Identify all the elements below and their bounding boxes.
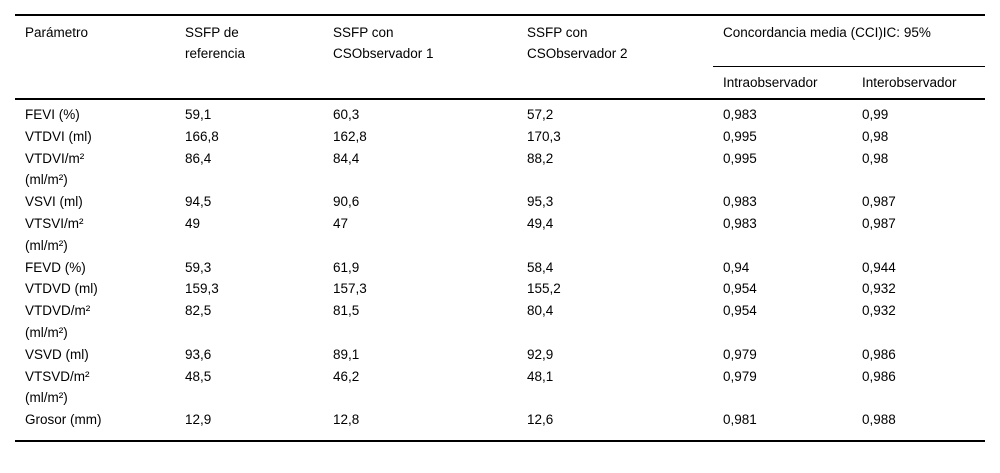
table-cell: 49,4 bbox=[527, 215, 554, 231]
table-cell: 80,4 bbox=[527, 303, 554, 319]
table-row-vtsvi-m2: VTSVI/m² (ml/m²) 49 47 49,4 0,983 0,987 bbox=[15, 213, 985, 257]
col-header-ssfp-referencia: SSFP de referencia bbox=[185, 25, 246, 61]
table-cell: 170,3 bbox=[527, 128, 561, 144]
table-header: Parámetro SSFP de referencia SSFP con CS… bbox=[15, 15, 985, 99]
row-label: VTDVD (ml) bbox=[25, 281, 98, 297]
table-cell: 12,6 bbox=[527, 412, 554, 428]
table-cell: 57,2 bbox=[527, 107, 554, 122]
table-cell: 159,3 bbox=[185, 281, 219, 297]
col-header-interobservador: Interobservador bbox=[862, 74, 957, 90]
row-label: VTSVD/m² (ml/m²) bbox=[25, 368, 90, 406]
table-cell: 48,5 bbox=[185, 368, 212, 384]
table-cell: 157,3 bbox=[333, 281, 367, 297]
table-cell: 0,995 bbox=[723, 128, 757, 144]
table-cell: 82,5 bbox=[185, 303, 212, 319]
table-row-vtdvi: VTDVI (ml) 166,8 162,8 170,3 0,995 0,98 bbox=[15, 126, 985, 148]
table-cell: 61,9 bbox=[333, 259, 360, 275]
table-cell: 0,932 bbox=[862, 303, 896, 319]
table-cell: 0,988 bbox=[862, 412, 896, 428]
table-cell: 90,6 bbox=[333, 194, 360, 210]
table-cell: 0,954 bbox=[723, 281, 757, 297]
table-row-vsvd: VSVD (ml) 93,6 89,1 92,9 0,979 0,986 bbox=[15, 344, 985, 366]
table-cell: 0,983 bbox=[723, 194, 757, 210]
row-label: Grosor (mm) bbox=[25, 412, 102, 428]
row-label: VSVI (ml) bbox=[25, 194, 83, 210]
table-row-grosor: Grosor (mm) 12,9 12,8 12,6 0,981 0,988 bbox=[15, 409, 985, 441]
table-cell: 0,979 bbox=[723, 346, 757, 362]
table-cell: 0,987 bbox=[862, 194, 896, 210]
table-cell: 59,1 bbox=[185, 107, 212, 122]
col-header-parametro: Parámetro bbox=[25, 25, 89, 40]
header-row-sub: Intraobservador Interobservador bbox=[15, 66, 985, 99]
row-label: VSVD (ml) bbox=[25, 346, 89, 362]
table-cell: 89,1 bbox=[333, 346, 360, 362]
table-cell: 0,979 bbox=[723, 368, 757, 384]
table-cell: 0,995 bbox=[723, 150, 757, 166]
table-cell: 0,987 bbox=[862, 215, 896, 231]
table-row-vtsvd-m2: VTSVD/m² (ml/m²) 48,5 46,2 48,1 0,979 0,… bbox=[15, 366, 985, 410]
row-label: VTDVI (ml) bbox=[25, 128, 92, 144]
table-cell: 0,98 bbox=[862, 128, 889, 144]
table-cell: 0,99 bbox=[862, 107, 889, 122]
table-row-vtdvd: VTDVD (ml) 159,3 157,3 155,2 0,954 0,932 bbox=[15, 278, 985, 300]
table-cell: 48,1 bbox=[527, 368, 554, 384]
table-cell: 95,3 bbox=[527, 194, 554, 210]
table-cell: 166,8 bbox=[185, 128, 219, 144]
table-cell: 0,94 bbox=[723, 259, 750, 275]
table-cell: 92,9 bbox=[527, 346, 554, 362]
table-cell: 88,2 bbox=[527, 150, 554, 166]
table-cell: 46,2 bbox=[333, 368, 360, 384]
table-cell: 60,3 bbox=[333, 107, 360, 122]
table-cell: 0,954 bbox=[723, 303, 757, 319]
table-cell: 12,8 bbox=[333, 412, 360, 428]
row-label: VTDVI/m² (ml/m²) bbox=[25, 150, 85, 188]
table-cell: 155,2 bbox=[527, 281, 561, 297]
table-cell: 0,932 bbox=[862, 281, 896, 297]
col-header-ssfp-csobservador-1: SSFP con CSObservador 1 bbox=[333, 25, 434, 61]
table-cell: 59,3 bbox=[185, 259, 212, 275]
table-cell: 86,4 bbox=[185, 150, 212, 166]
col-header-ssfp-csobservador-2: SSFP con CSObservador 2 bbox=[527, 25, 628, 61]
table-cell: 93,6 bbox=[185, 346, 212, 362]
table-cell: 0,986 bbox=[862, 346, 896, 362]
row-label: FEVI (%) bbox=[25, 107, 80, 122]
table-row-vsvi: VSVI (ml) 94,5 90,6 95,3 0,983 0,987 bbox=[15, 191, 985, 213]
table-cell: 0,981 bbox=[723, 412, 757, 428]
concordance-table: Parámetro SSFP de referencia SSFP con CS… bbox=[15, 14, 985, 442]
table-cell: 0,983 bbox=[723, 215, 757, 231]
row-label: VTDVD/m² (ml/m²) bbox=[25, 303, 91, 340]
row-label: VTSVI/m² (ml/m²) bbox=[25, 215, 84, 253]
table-row-vtdvd-m2: VTDVD/m² (ml/m²) 82,5 81,5 80,4 0,954 0,… bbox=[15, 300, 985, 344]
col-header-intraobservador: Intraobservador bbox=[723, 74, 818, 90]
header-row-top: Parámetro SSFP de referencia SSFP con CS… bbox=[15, 15, 985, 67]
table-cell: 162,8 bbox=[333, 128, 367, 144]
table-cell: 0,983 bbox=[723, 107, 757, 122]
table-cell: 84,4 bbox=[333, 150, 360, 166]
table-row-vtdvi-m2: VTDVI/m² (ml/m²) 86,4 84,4 88,2 0,995 0,… bbox=[15, 148, 985, 192]
table-cell: 0,986 bbox=[862, 368, 896, 384]
table-cell: 58,4 bbox=[527, 259, 554, 275]
table-cell: 0,98 bbox=[862, 150, 889, 166]
table-cell: 0,944 bbox=[862, 259, 896, 275]
row-label: FEVD (%) bbox=[25, 259, 86, 275]
table-cell: 12,9 bbox=[185, 412, 212, 428]
table-cell: 49 bbox=[185, 215, 201, 231]
col-header-concordancia: Concordancia media (CCI)IC: 95% bbox=[713, 15, 985, 67]
table-row-fevi: FEVI (%) 59,1 60,3 57,2 0,983 0,99 bbox=[15, 99, 985, 126]
table-body: FEVI (%) 59,1 60,3 57,2 0,983 0,99 VTDVI… bbox=[15, 99, 985, 441]
table-row-fevd: FEVD (%) 59,3 61,9 58,4 0,94 0,944 bbox=[15, 257, 985, 279]
table-cell: 81,5 bbox=[333, 303, 360, 319]
table-cell: 47 bbox=[333, 215, 349, 231]
table-cell: 94,5 bbox=[185, 194, 212, 210]
